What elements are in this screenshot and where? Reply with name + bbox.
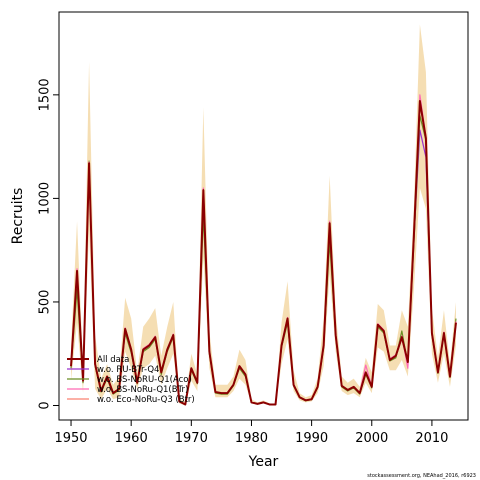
legend-label-4: w.o. Eco-NoRu-Q3 (Btr): [97, 395, 195, 405]
footnote: stockassessment.org, NEAhad_2016, r6923: [367, 473, 476, 479]
x-tick-label-0: 1950: [54, 431, 87, 446]
legend-label-3: w.o. BS-NoRu-Q1(BTr): [97, 385, 188, 395]
x-axis: 1950 1960 1970 1980 1990 2000 2010: [54, 420, 448, 446]
plot-frame: [58, 11, 469, 421]
x-tick-label-2: 1970: [175, 431, 208, 446]
y-axis: 0 500 1000 1500: [38, 78, 59, 410]
legend-label-2: w.o. BS-NoRU-Q1(Aco): [97, 375, 192, 385]
y-tick-label-2: 1000: [38, 182, 53, 215]
series-layer: [70, 94, 457, 406]
legend-label-1: w.o. RU-BTr-Q4: [97, 365, 159, 375]
y-axis-title: Recruits: [10, 188, 26, 245]
y-tick-label-1: 500: [38, 290, 53, 315]
series-line-0: [70, 100, 457, 406]
y-tick-label-3: 1500: [38, 78, 53, 111]
x-tick-label-4: 1990: [295, 431, 328, 446]
x-tick-label-6: 2010: [415, 431, 448, 446]
x-tick-label-1: 1960: [115, 431, 148, 446]
legend-label-0: All data: [97, 355, 129, 365]
x-axis-title: Year: [248, 454, 279, 470]
x-tick-label-3: 1980: [235, 431, 268, 446]
y-tick-label-0: 0: [38, 401, 53, 409]
x-tick-label-5: 2000: [355, 431, 388, 446]
